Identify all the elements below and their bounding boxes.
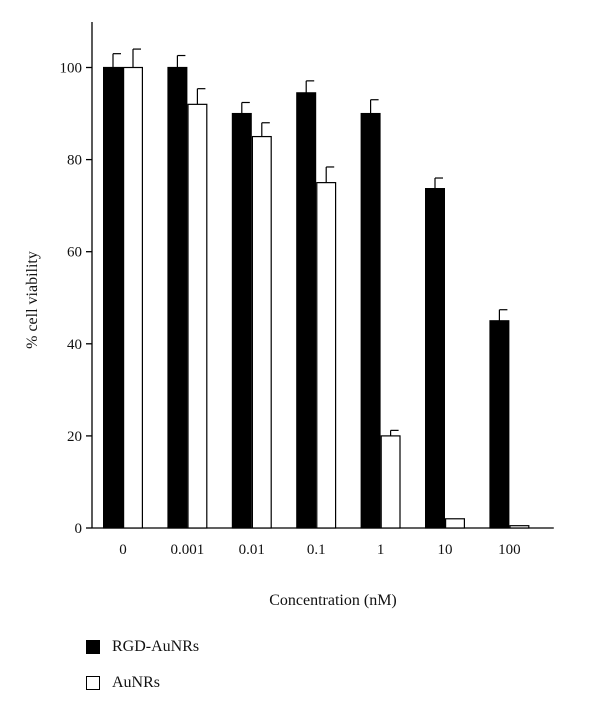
x-tick-label: 10 xyxy=(438,542,453,558)
chart-axes: 0 20 40 60 80 100 0 0.001 0.01 0.1 1 10 100 xyxy=(60,22,554,558)
y-axis-label: % cell viability xyxy=(24,251,41,349)
bar-aunrs-5 xyxy=(445,518,466,529)
bar-rgd-aunrs-5 xyxy=(425,188,446,529)
x-tick-label: 0 xyxy=(119,542,127,558)
x-tick-label: 100 xyxy=(498,542,521,558)
legend-item-aunrs: AuNRs xyxy=(86,672,199,694)
bar-chart: 0 20 40 60 80 100 0 0.001 0.01 0.1 1 10 100 Concentr… xyxy=(24,22,554,609)
y-tick-label: 100 xyxy=(60,61,83,77)
bar-aunrs-1 xyxy=(187,103,208,529)
x-tick-label: 0.01 xyxy=(239,542,265,558)
legend-swatch-rgd-aunrs xyxy=(86,640,100,654)
bar-aunrs-3 xyxy=(316,182,337,529)
legend-swatch-aunrs xyxy=(86,676,100,690)
x-axis-label: Concentration (nM) xyxy=(269,592,397,609)
bar-aunrs-4 xyxy=(380,435,401,529)
bar-rgd-aunrs-3 xyxy=(296,92,317,529)
y-tick-label: 0 xyxy=(75,521,83,537)
y-tick-label: 40 xyxy=(67,337,82,353)
x-tick-label: 0.1 xyxy=(307,542,326,558)
bar-aunrs-0 xyxy=(122,66,143,529)
y-tick-label: 80 xyxy=(67,153,82,169)
x-tick-label: 0.001 xyxy=(171,542,205,558)
legend-label-rgd-aunrs: RGD-AuNRs xyxy=(112,638,200,655)
bar-rgd-aunrs-0 xyxy=(102,66,123,529)
y-tick-label: 20 xyxy=(67,429,82,445)
legend: RGD-AuNRs AuNRs xyxy=(86,636,199,708)
bar-aunrs-2 xyxy=(251,135,272,529)
y-tick-label: 60 xyxy=(67,245,82,261)
bar-aunrs-6 xyxy=(509,525,530,529)
bar-rgd-aunrs-4 xyxy=(360,112,381,529)
chart-bars xyxy=(102,48,530,529)
bar-rgd-aunrs-1 xyxy=(167,66,188,529)
bar-rgd-aunrs-2 xyxy=(231,112,252,529)
legend-item-rgd-aunrs: RGD-AuNRs xyxy=(86,636,199,658)
x-tick-label: 1 xyxy=(377,542,385,558)
legend-label-aunrs: AuNRs xyxy=(112,674,161,691)
bar-rgd-aunrs-6 xyxy=(489,320,510,529)
